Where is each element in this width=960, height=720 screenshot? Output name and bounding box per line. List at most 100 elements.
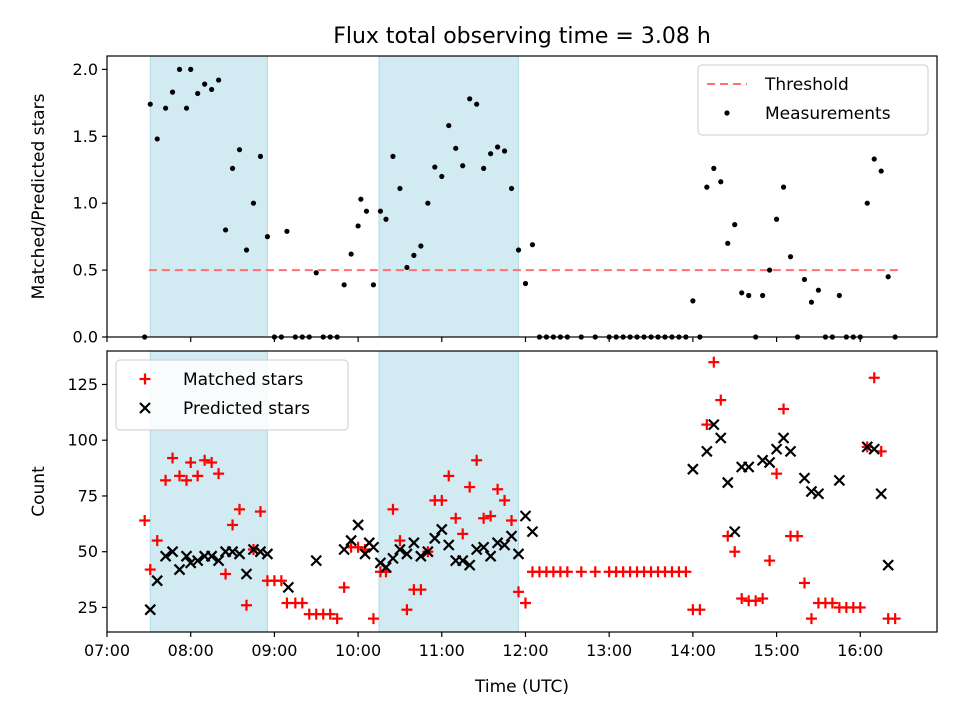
y-tick-label: 0.5 bbox=[73, 261, 98, 280]
data-point bbox=[173, 563, 186, 576]
data-point bbox=[471, 454, 483, 466]
data-point bbox=[760, 292, 766, 299]
data-point bbox=[282, 581, 295, 594]
data-point bbox=[805, 485, 818, 498]
data-point bbox=[491, 537, 504, 549]
x-tick-label: 16:00 bbox=[837, 641, 883, 660]
data-point bbox=[205, 550, 218, 562]
data-point bbox=[485, 510, 497, 522]
plot-frame bbox=[106, 350, 938, 633]
data-point bbox=[763, 456, 776, 469]
x-tick-label: 10:00 bbox=[335, 641, 381, 660]
data-point bbox=[183, 105, 190, 111]
y-tick-label: 1.5 bbox=[73, 127, 98, 146]
data-point bbox=[704, 184, 710, 190]
data-point bbox=[512, 548, 525, 560]
data-point bbox=[836, 292, 842, 299]
data-point bbox=[147, 101, 153, 107]
data-point bbox=[481, 165, 487, 171]
y-tick-label: 25 bbox=[78, 598, 98, 617]
data-point bbox=[513, 586, 525, 598]
x-tick-label: 09:00 bbox=[251, 641, 297, 660]
y-tick-label: 50 bbox=[78, 542, 98, 561]
data-point bbox=[159, 550, 172, 562]
data-point bbox=[715, 394, 727, 406]
data-point bbox=[780, 184, 787, 190]
data-point bbox=[815, 287, 822, 293]
data-point bbox=[773, 216, 780, 222]
data-point bbox=[725, 240, 731, 246]
data-point bbox=[728, 525, 741, 538]
data-point bbox=[787, 254, 794, 260]
data-point bbox=[464, 481, 476, 493]
y-tick-label: 75 bbox=[78, 486, 98, 505]
data-point bbox=[505, 530, 518, 542]
data-point bbox=[715, 432, 727, 444]
data-point bbox=[515, 247, 522, 253]
y-tick-label: 125 bbox=[67, 375, 98, 394]
data-point bbox=[861, 441, 874, 453]
data-point bbox=[729, 546, 741, 558]
data-point bbox=[191, 554, 204, 567]
data-point bbox=[871, 156, 877, 162]
legend-swatch bbox=[139, 402, 151, 414]
shaded-interval bbox=[378, 55, 520, 338]
data-point bbox=[739, 290, 745, 296]
data-point bbox=[484, 550, 497, 562]
data-point bbox=[757, 593, 769, 605]
data-point bbox=[247, 543, 260, 556]
data-point bbox=[561, 566, 573, 578]
data-point bbox=[341, 282, 347, 288]
data-point bbox=[470, 543, 483, 556]
data-point bbox=[195, 90, 201, 97]
data-point bbox=[250, 200, 257, 206]
data-point bbox=[213, 468, 225, 480]
data-point bbox=[331, 613, 343, 625]
data-point bbox=[885, 274, 891, 280]
data-point bbox=[460, 163, 466, 169]
data-point bbox=[154, 136, 160, 142]
ratio-panel: 0.0 0.5 1.0 1.5 2.0 Matched/Predicted stars Th… bbox=[29, 55, 938, 347]
legend-label: Measurements bbox=[765, 104, 891, 124]
data-point bbox=[264, 234, 271, 240]
data-point bbox=[436, 494, 448, 506]
data-point bbox=[477, 541, 490, 554]
data-point bbox=[446, 122, 452, 129]
data-point bbox=[243, 247, 250, 253]
data-point bbox=[764, 555, 776, 567]
data-point bbox=[770, 443, 783, 455]
data-point bbox=[854, 601, 866, 613]
count-panel: 25 50 75 100 125 07:00 08:00 09:00 10:00 11:00 12:… bbox=[29, 350, 938, 660]
data-point bbox=[401, 548, 413, 560]
data-point bbox=[169, 89, 176, 95]
y-axis-label: Count bbox=[29, 466, 49, 517]
data-point bbox=[254, 506, 266, 518]
data-point bbox=[864, 200, 870, 206]
data-point bbox=[227, 519, 239, 531]
data-point bbox=[805, 613, 817, 625]
data-point bbox=[397, 185, 403, 192]
data-point bbox=[798, 577, 810, 589]
data-point bbox=[889, 613, 901, 625]
data-point bbox=[498, 539, 511, 551]
data-point bbox=[708, 356, 720, 368]
x-tick-label: 11:00 bbox=[419, 641, 465, 660]
legend: Threshold Measurements bbox=[697, 64, 929, 136]
data-point bbox=[162, 105, 169, 111]
data-point bbox=[324, 608, 336, 620]
data-point bbox=[736, 593, 748, 605]
data-point bbox=[826, 597, 838, 609]
data-point bbox=[429, 532, 441, 545]
data-point bbox=[439, 173, 445, 180]
data-point bbox=[443, 470, 455, 482]
data-point bbox=[501, 148, 508, 154]
y-tick-label: 100 bbox=[67, 431, 98, 450]
data-point bbox=[209, 86, 215, 93]
data-point bbox=[463, 559, 476, 571]
data-point bbox=[750, 595, 762, 607]
data-point bbox=[478, 512, 490, 524]
data-point bbox=[875, 487, 887, 500]
data-point bbox=[180, 550, 193, 562]
data-point bbox=[771, 468, 783, 480]
data-point bbox=[422, 545, 434, 558]
